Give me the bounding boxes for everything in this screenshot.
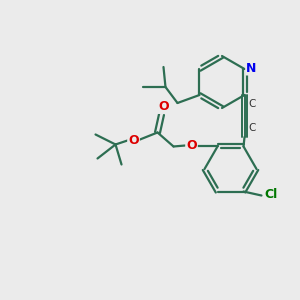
Text: C: C [249, 123, 256, 133]
Text: O: O [186, 139, 197, 152]
Text: O: O [158, 100, 169, 113]
Text: O: O [128, 134, 139, 147]
Text: N: N [246, 61, 257, 74]
Text: C: C [249, 99, 256, 109]
Text: Cl: Cl [264, 188, 277, 201]
